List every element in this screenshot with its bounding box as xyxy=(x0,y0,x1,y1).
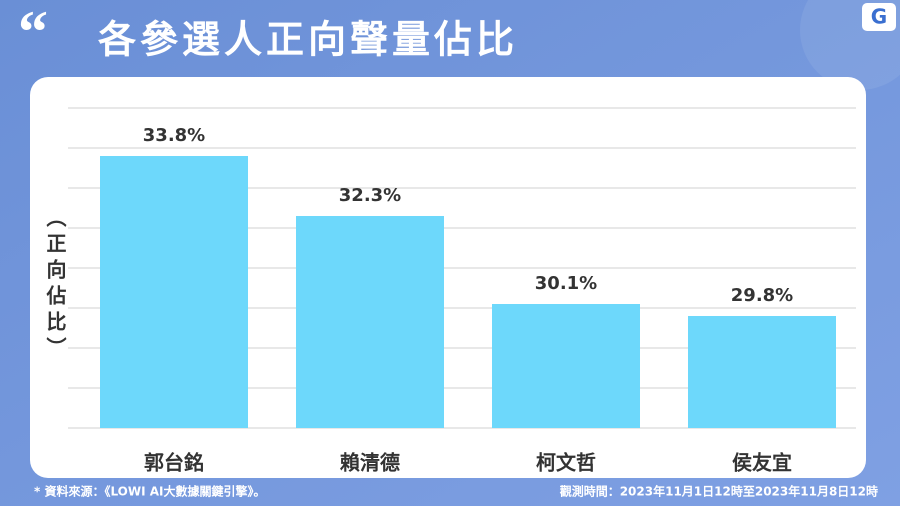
value-label: 30.1% xyxy=(535,273,597,294)
svg-text:G: G xyxy=(871,5,887,29)
bar xyxy=(688,316,836,428)
logo: G xyxy=(862,3,896,31)
chart-title: 各參選人正向聲量佔比 xyxy=(98,18,518,62)
x-tick-label: 侯友宜 xyxy=(732,451,792,475)
period-note: 觀測時間：2023年11月1日12時至2023年11月8日12時 xyxy=(560,484,878,499)
bar xyxy=(100,156,248,428)
x-tick-label: 柯文哲 xyxy=(536,451,596,475)
value-label: 32.3% xyxy=(339,185,401,206)
value-label: 29.8% xyxy=(731,285,793,306)
quote-icon: “ xyxy=(18,0,48,65)
value-label: 33.8% xyxy=(143,125,205,146)
bar xyxy=(296,216,444,428)
x-tick-label: 郭台銘 xyxy=(144,451,204,475)
source-note: * 資料來源：《LOWI AI大數據關鍵引擎》。 xyxy=(34,484,266,499)
y-axis-label: （正向佔比） xyxy=(43,207,67,363)
x-tick-label: 賴清德 xyxy=(340,451,400,475)
bar xyxy=(492,304,640,428)
